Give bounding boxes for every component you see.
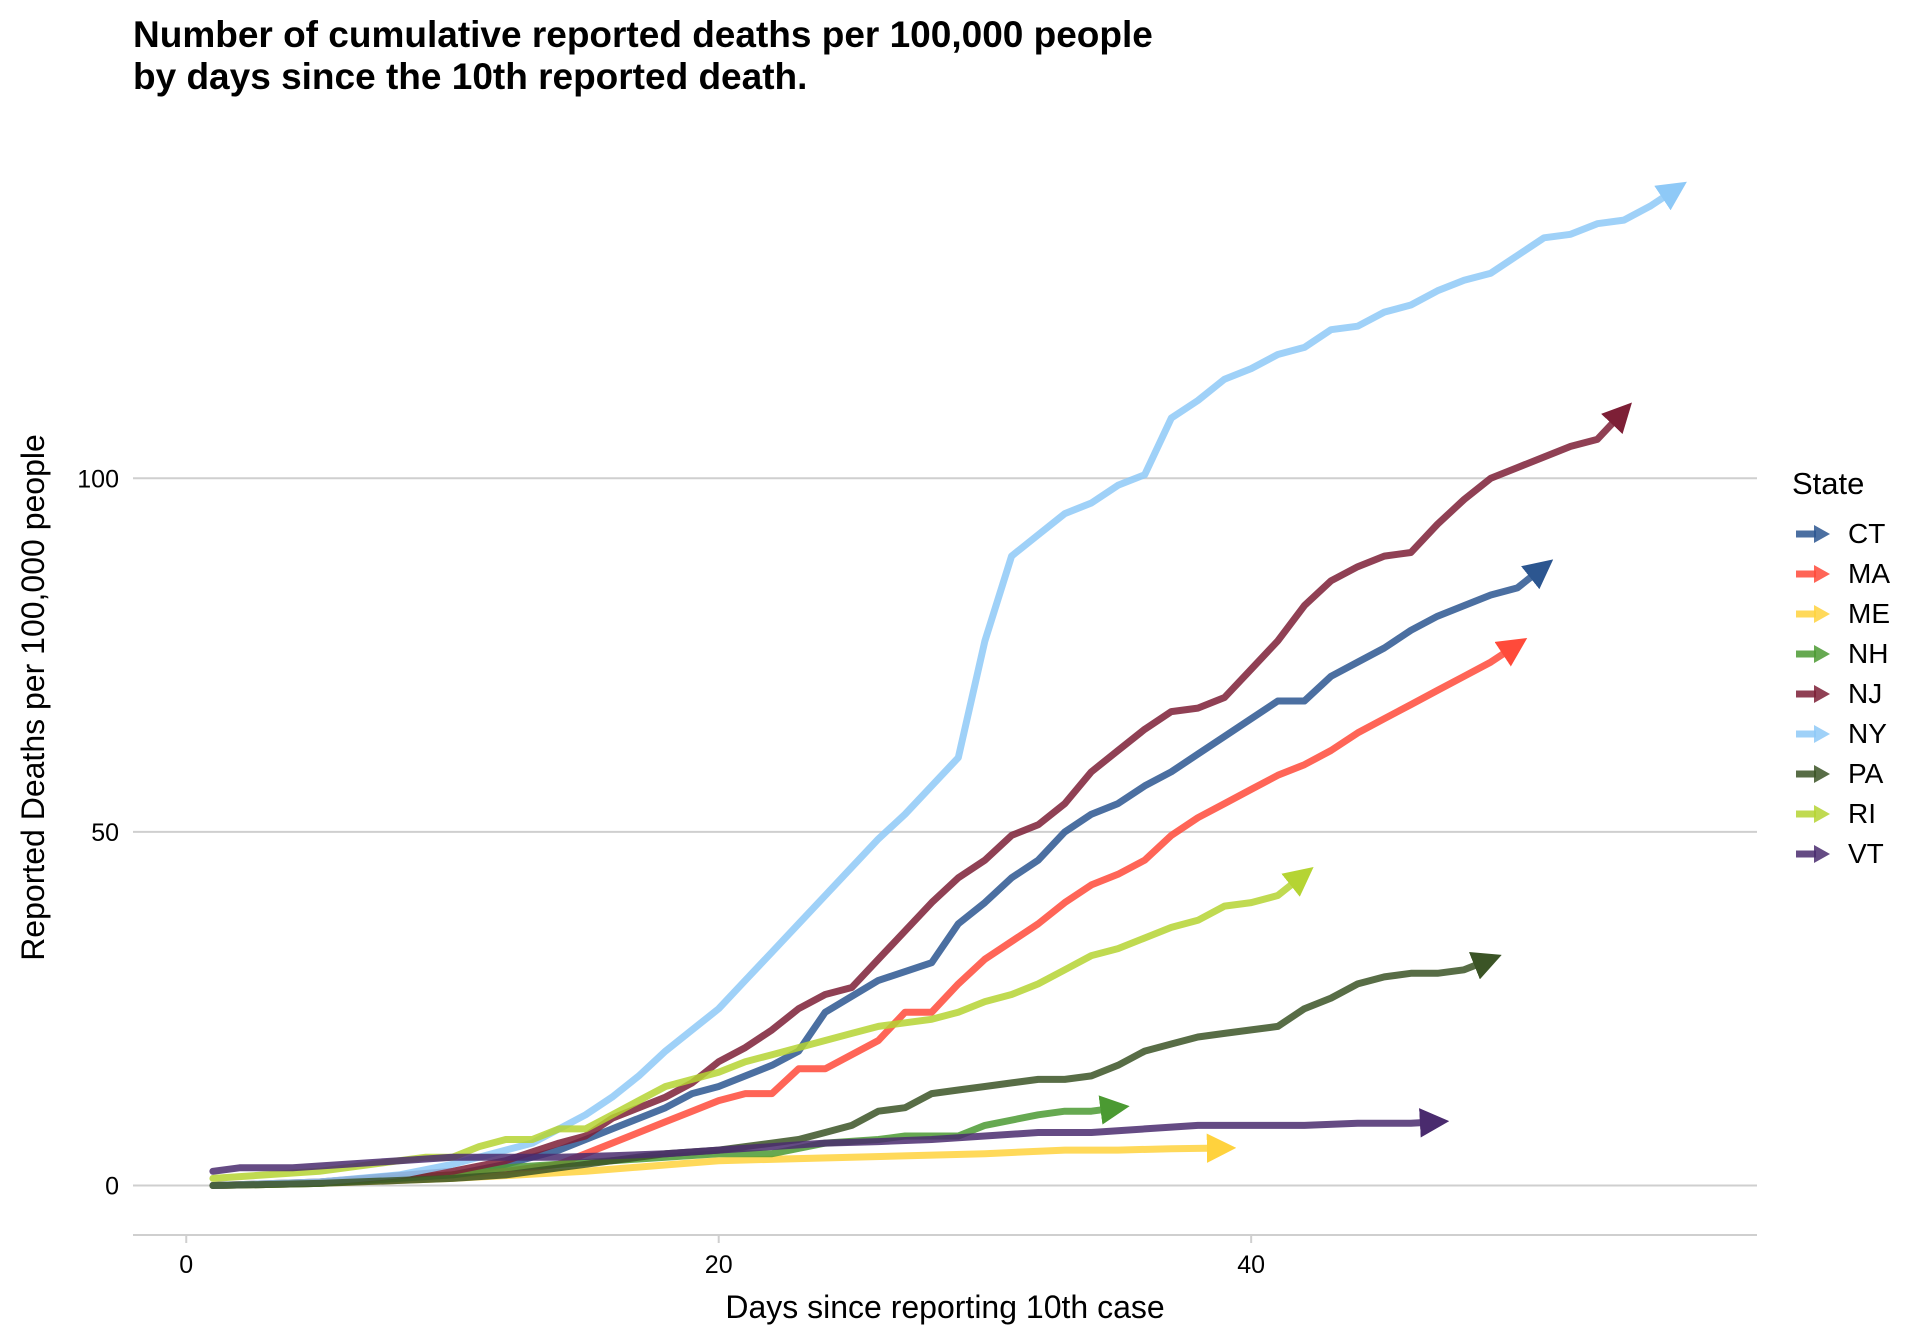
legend-item-ri: RI	[1792, 794, 1890, 834]
legend-label: PA	[1848, 758, 1884, 789]
legend-key-ri	[1796, 805, 1830, 823]
legend-item-me: ME	[1792, 594, 1890, 634]
x-tick-label: 40	[1237, 1251, 1265, 1279]
legend-key-ma	[1796, 565, 1830, 583]
legend-item-nh: NH	[1792, 634, 1890, 674]
legend-label: NJ	[1848, 678, 1883, 709]
legend-title: State	[1792, 466, 1865, 501]
legend-item-ct: CT	[1792, 514, 1890, 554]
legend-label: CT	[1848, 518, 1886, 549]
y-tick-label: 0	[105, 1172, 119, 1200]
legend-label: ME	[1848, 598, 1890, 629]
series-line-ct	[209, 559, 1554, 1189]
legend-key-nj	[1796, 685, 1830, 703]
legend-label: NH	[1848, 638, 1889, 669]
legend-key-nh	[1796, 645, 1830, 663]
x-axis-title: Days since reporting 10th case	[725, 1289, 1164, 1325]
legend-key-ct	[1796, 525, 1830, 543]
series-line-nj	[209, 402, 1632, 1189]
series-lines	[209, 181, 1687, 1189]
series-line-ny	[209, 181, 1687, 1189]
legend-key-pa	[1796, 765, 1830, 783]
legend-item-pa: PA	[1792, 754, 1890, 794]
legend-key-vt	[1796, 845, 1830, 863]
legend-items: CT MA ME NH NJ NY PA RI VT	[1792, 514, 1890, 874]
legend-item-nj: NJ	[1792, 674, 1890, 714]
legend: State CT MA ME NH NJ NY PA RI VT	[1792, 466, 1890, 874]
legend-key-ny	[1796, 725, 1830, 743]
legend-item-ny: NY	[1792, 714, 1890, 754]
series-line-ri	[209, 866, 1314, 1182]
series-line-ma	[209, 638, 1528, 1189]
legend-label: NY	[1848, 718, 1887, 749]
y-axis-title: Reported Deaths per 100,000 people	[15, 434, 51, 961]
legend-key-me	[1796, 605, 1830, 623]
x-tick-label: 0	[179, 1251, 193, 1279]
legend-label: RI	[1848, 798, 1876, 829]
legend-item-ma: MA	[1792, 554, 1890, 594]
x-tick-label: 20	[705, 1251, 733, 1279]
legend-label: MA	[1848, 558, 1890, 589]
series-line-pa	[209, 952, 1502, 1189]
y-tick-label: 100	[77, 465, 119, 493]
chart-title: Number of cumulative reported deaths per…	[133, 14, 1153, 98]
axes: 0 50 100 0 20 40	[77, 465, 1757, 1279]
legend-item-vt: VT	[1792, 834, 1890, 874]
series-line-vt	[209, 1108, 1450, 1175]
gridlines	[133, 477, 1757, 1187]
chart-title-line-1: Number of cumulative reported deaths per…	[133, 14, 1153, 55]
legend-label: VT	[1848, 838, 1884, 869]
chart-title-line-2: by days since the 10th reported death.	[133, 56, 808, 97]
y-tick-label: 50	[91, 819, 119, 847]
